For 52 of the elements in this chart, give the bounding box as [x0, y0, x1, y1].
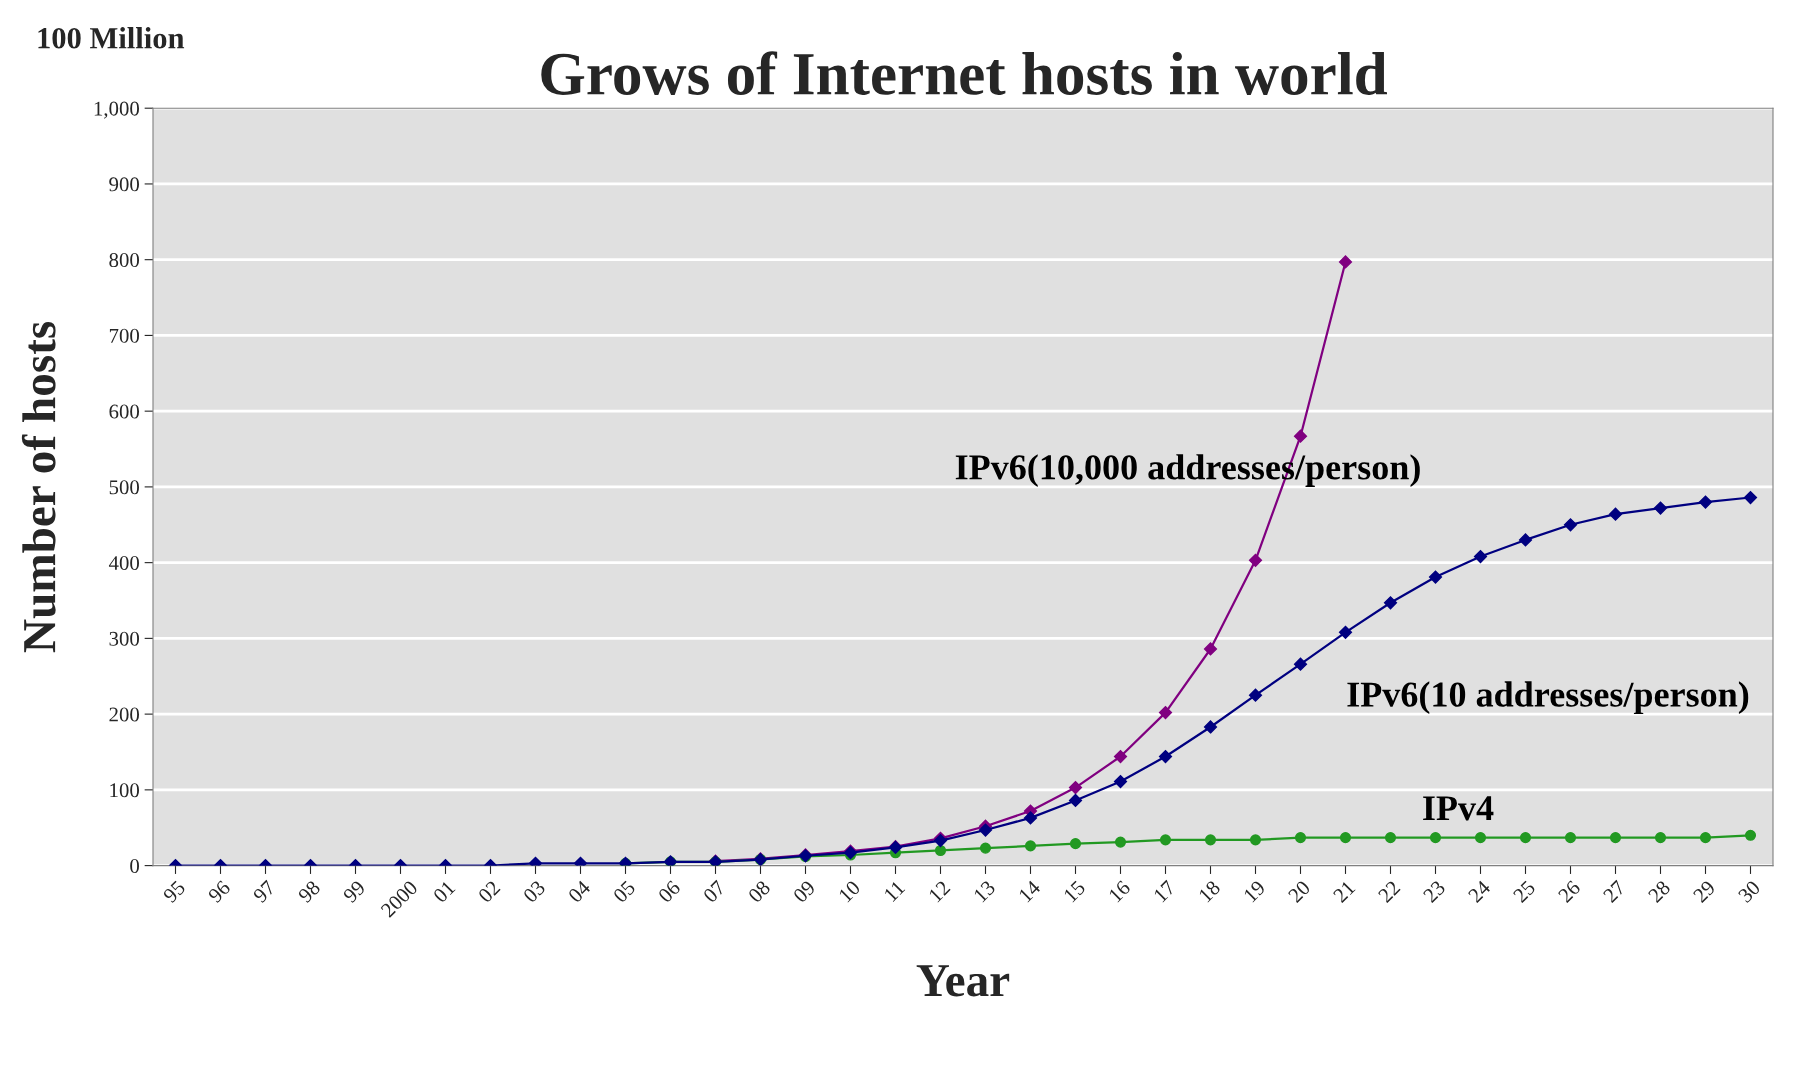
- y-tick-label: 200: [109, 707, 140, 722]
- x-tick-label: 29: [1692, 879, 1716, 904]
- x-tick-label: 14: [1018, 879, 1042, 903]
- x-tick-label: 08: [747, 879, 771, 904]
- y-axis-title: Number of hosts: [21, 321, 56, 653]
- x-tick-label: 97: [252, 879, 277, 904]
- y-tick-label: 800: [109, 253, 140, 268]
- y-tick-label: 1,000: [94, 101, 140, 119]
- x-tick-label: 28: [1647, 879, 1671, 904]
- x-tick-label: 12: [928, 880, 951, 903]
- x-tick-label: 05: [612, 879, 636, 904]
- x-tick-label: 10: [838, 879, 861, 903]
- series-label: IPv4: [1423, 796, 1494, 821]
- x-tick-label: 02: [477, 880, 501, 904]
- x-tick-label: 11: [883, 880, 906, 902]
- x-tick-label: 13: [973, 879, 996, 903]
- x-tick-label: 09: [792, 879, 816, 904]
- x-tick-label: 23: [1422, 879, 1446, 904]
- x-tick-label: 19: [1243, 879, 1266, 903]
- x-tick-label: 07: [702, 879, 727, 904]
- x-tick-label: 17: [1153, 879, 1176, 903]
- x-tick-label: 26: [1557, 879, 1582, 904]
- x-tick-label: 96: [207, 879, 232, 904]
- x-tick-label: 18: [1198, 879, 1221, 903]
- x-tick-label: 98: [297, 879, 321, 904]
- x-tick-label: 27: [1602, 879, 1626, 904]
- y-tick-label: 900: [109, 177, 140, 192]
- x-tick-label: 24: [1467, 879, 1492, 904]
- x-tick-label: 04: [567, 879, 592, 904]
- y-tick-label: 0: [130, 858, 140, 874]
- x-tick-label: 95: [162, 879, 186, 904]
- y-tick-label: 400: [108, 556, 140, 571]
- y-tick-label: 700: [109, 328, 140, 343]
- y-tick-label: 300: [109, 631, 140, 646]
- y-tick-label: 100: [110, 783, 140, 798]
- x-tick-label: 25: [1512, 879, 1536, 904]
- text: 100 Million: [38, 27, 185, 49]
- x-tick-label: 01: [432, 880, 456, 904]
- series-label: IPv6(10 addresses/person): [1347, 681, 1749, 715]
- x-tick-label: 15: [1063, 879, 1086, 903]
- x-tick-label: 16: [1108, 879, 1132, 903]
- x-tick-label: 30: [1737, 879, 1761, 904]
- chart-title: Grows of Internet hosts in world: [541, 51, 1388, 95]
- x-axis-title: Year: [916, 965, 1010, 997]
- x-tick-label: 99: [342, 879, 366, 904]
- y-tick-label: 600: [109, 404, 140, 419]
- x-tick-label: 06: [657, 879, 682, 904]
- x-tick-label: 20: [1287, 879, 1311, 904]
- x-tick-label: 21: [1332, 880, 1356, 904]
- x-tick-label: 22: [1377, 880, 1401, 904]
- x-tick-label: 03: [522, 879, 546, 904]
- y-tick-label: 500: [109, 480, 140, 495]
